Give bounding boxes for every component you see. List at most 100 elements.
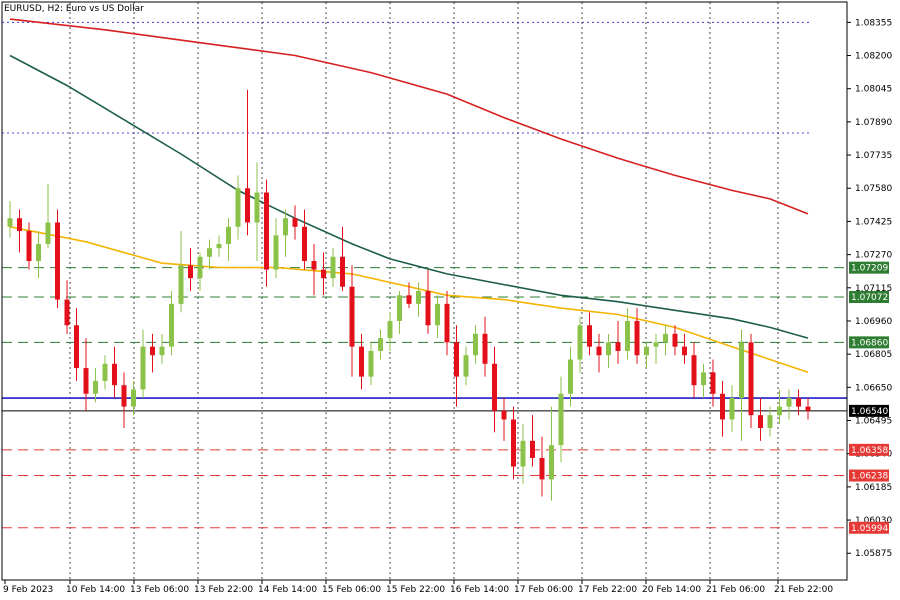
bull-candle xyxy=(520,440,526,467)
x-tick-label: 21 Feb 22:00 xyxy=(774,585,833,595)
bull-candle xyxy=(653,342,659,347)
bear-candle xyxy=(55,222,60,300)
bull-candle xyxy=(207,248,212,257)
y-tick-label: 1.07115 xyxy=(855,284,892,294)
bull-candle xyxy=(197,256,203,279)
level-price-badge xyxy=(849,336,889,349)
x-tick-label: 20 Feb 14:00 xyxy=(642,585,701,595)
bull-candle xyxy=(644,346,649,356)
bull-candle xyxy=(463,355,469,377)
y-tick-label: 1.07580 xyxy=(855,184,892,194)
y-tick-label: 1.08355 xyxy=(855,18,892,28)
bull-candle xyxy=(216,243,222,249)
level-price-label: 1.07072 xyxy=(851,293,888,303)
y-tick-label: 1.06030 xyxy=(855,516,892,526)
bear-candle xyxy=(615,342,621,351)
bear-candle xyxy=(482,333,488,364)
level-price-label: 1.06860 xyxy=(851,338,888,348)
bull-candle xyxy=(93,380,98,394)
y-tick-label: 1.06805 xyxy=(855,350,892,360)
bear-candle xyxy=(245,188,250,223)
bull-candle xyxy=(606,342,611,356)
y-tick-label: 1.05875 xyxy=(855,549,892,559)
bear-candle xyxy=(83,368,89,394)
bull-candle xyxy=(7,218,13,227)
bear-candle xyxy=(406,295,412,304)
x-tick-label: 21 Feb 06:00 xyxy=(706,585,765,595)
bull-candle xyxy=(663,333,668,343)
bull-candle xyxy=(387,320,393,339)
bull-candle xyxy=(169,303,174,347)
x-tick-label: 14 Feb 14:00 xyxy=(258,585,317,595)
current-price-badge xyxy=(849,404,889,417)
bull-candle xyxy=(397,295,402,321)
bear-candle xyxy=(425,291,431,326)
bull-candle xyxy=(273,235,279,270)
bear-candle xyxy=(321,269,326,279)
y-tick-label: 1.06650 xyxy=(855,383,892,393)
level-price-badge xyxy=(849,443,889,456)
bear-candle xyxy=(682,346,687,356)
bear-candle xyxy=(805,406,811,411)
bear-candle xyxy=(74,325,79,369)
bear-candle xyxy=(634,320,640,356)
bull-candle xyxy=(283,218,288,236)
x-tick-label: 13 Feb 06:00 xyxy=(130,585,189,595)
bear-candle xyxy=(112,363,117,386)
bear-candle xyxy=(121,385,127,407)
bull-candle xyxy=(435,303,440,326)
level-price-label: 1.07209 xyxy=(851,264,888,274)
level-price-label: 1.06358 xyxy=(851,446,888,456)
bear-candle xyxy=(758,415,763,429)
bull-candle xyxy=(558,393,564,446)
moving-averages xyxy=(9,18,809,374)
x-tick-label: 15 Feb 22:00 xyxy=(386,585,445,595)
bull-candle xyxy=(577,325,583,360)
bear-candle xyxy=(492,363,497,411)
bull-candle xyxy=(102,363,108,381)
bull-candle xyxy=(786,398,792,407)
x-tick-label: 17 Feb 06:00 xyxy=(514,585,573,595)
level-price-badge xyxy=(849,469,889,482)
level-price-badge xyxy=(849,521,889,534)
bear-candle xyxy=(264,192,269,270)
bear-candle xyxy=(710,372,716,394)
bull-candle xyxy=(226,226,231,244)
bull-candle xyxy=(568,359,573,394)
x-tick-label: 9 Feb 2023 xyxy=(3,585,53,595)
bear-candle xyxy=(150,346,155,356)
bull-candle xyxy=(45,222,51,244)
grid-layer xyxy=(69,2,779,580)
bear-candle xyxy=(539,457,545,480)
x-tick-label: 16 Feb 14:00 xyxy=(450,585,509,595)
bull-candle xyxy=(159,346,165,356)
bear-candle xyxy=(796,398,801,407)
plot-frame xyxy=(1,1,848,581)
frame xyxy=(1,1,848,581)
bull-candle xyxy=(254,192,260,223)
bull-candle xyxy=(739,342,744,399)
y-tick-label: 1.07270 xyxy=(855,251,892,261)
x-tick-label: 15 Feb 06:00 xyxy=(322,585,381,595)
bull-candle xyxy=(330,256,336,279)
y-tick-label: 1.07425 xyxy=(855,217,892,227)
bear-candle xyxy=(340,256,345,287)
level-price-badge xyxy=(849,261,889,274)
bull-candle xyxy=(549,445,554,480)
level-layer xyxy=(2,21,847,529)
bull-candle xyxy=(729,398,735,420)
candles xyxy=(7,89,811,501)
bull-candle xyxy=(235,188,241,227)
y-tick-label: 1.06960 xyxy=(855,317,892,327)
x-tick-label: 10 Feb 14:00 xyxy=(66,585,125,595)
bear-candle xyxy=(501,410,507,420)
bear-candle xyxy=(530,440,535,458)
bull-candle xyxy=(416,291,421,304)
y-tick-label: 1.08045 xyxy=(855,85,892,95)
axis-labels: 9 Feb 2023 10 Feb 14:00 13 Feb 06:00 13 Feb… xyxy=(3,18,892,595)
bear-candle xyxy=(302,226,307,262)
x-tick-label: 17 Feb 22:00 xyxy=(578,585,637,595)
bear-candle xyxy=(64,299,70,326)
